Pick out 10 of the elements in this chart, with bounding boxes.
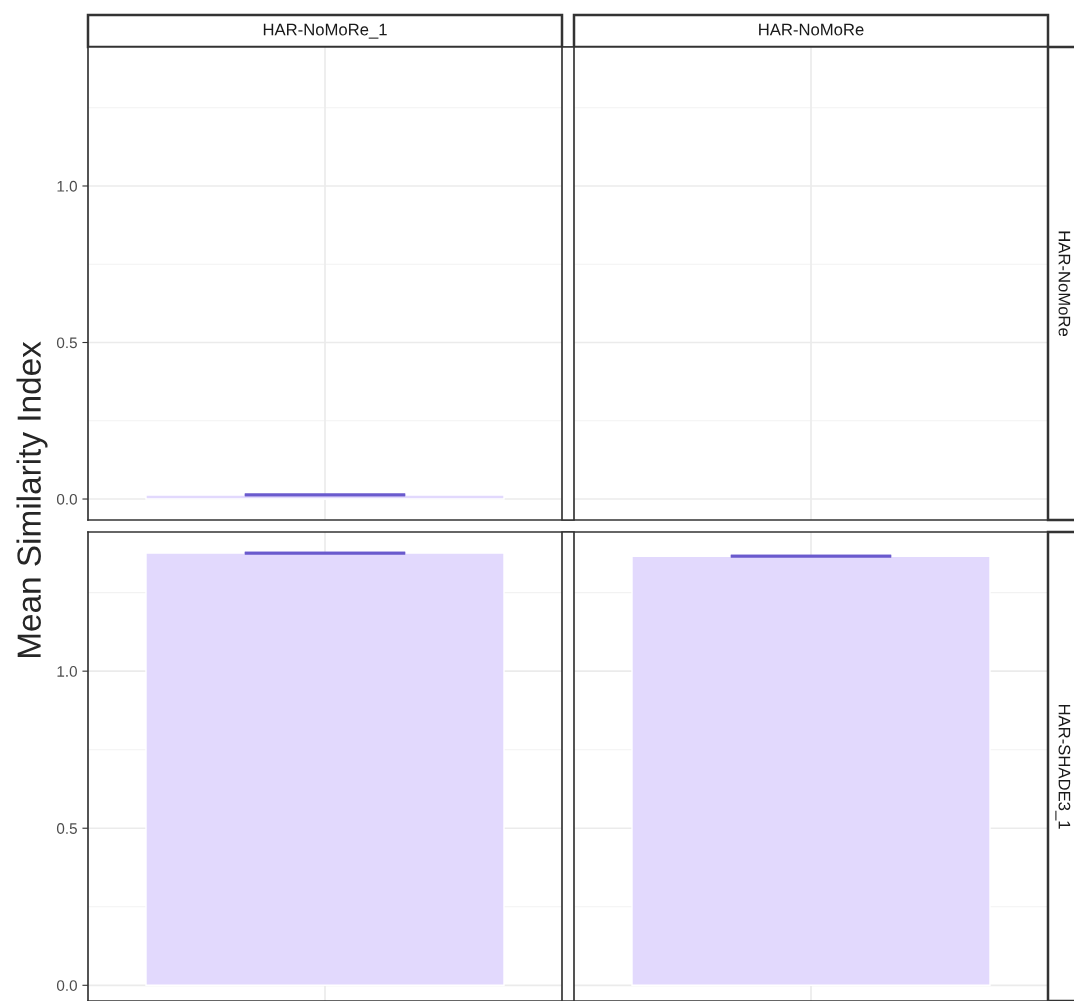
y-tick-label: 0.0: [56, 493, 77, 505]
y-tick-label: 0.5: [56, 337, 77, 349]
y2-axis-title: HAR-SHADE3_1: [1055, 704, 1071, 829]
x-tick-label: HAR-NoMoRe_1: [263, 23, 387, 39]
y-tick-label: 1.0: [57, 666, 77, 677]
y2-axis-title: HAR-NoMoRe: [1058, 231, 1071, 337]
y-tick-label: 0.5: [56, 823, 77, 834]
y-tick-label: 1.0: [57, 180, 77, 192]
y-axis-title: Mean Similarity Index: [16, 341, 48, 658]
y-tick-label: 0.0: [56, 980, 77, 991]
